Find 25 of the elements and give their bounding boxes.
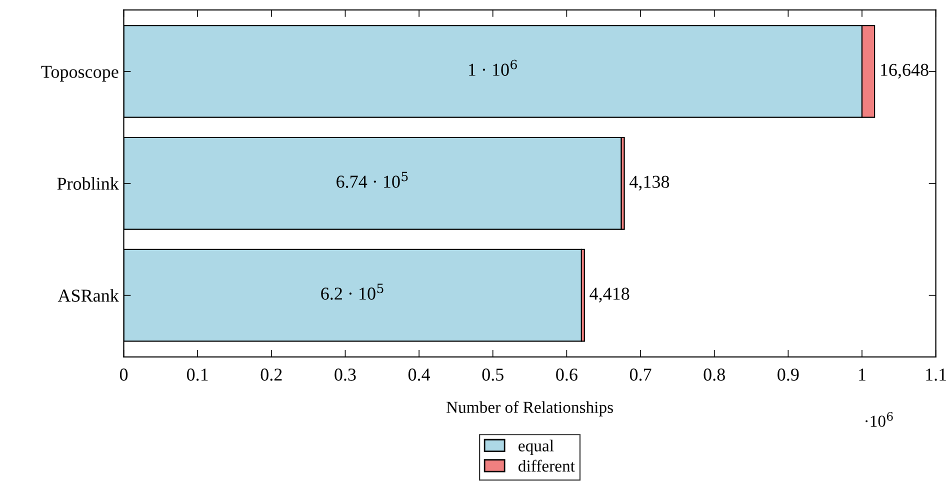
x-tick-label: 0.6 — [556, 368, 578, 381]
annotation: 4,418 — [590, 288, 630, 302]
x-tick-label: 0.3 — [334, 368, 356, 381]
legend-label: equal — [518, 440, 554, 455]
annotation: 1 · 10$^{6}$ — [469, 60, 517, 76]
annotation: 4,138 — [630, 176, 670, 191]
y-tick-label: ASRank — [58, 289, 119, 302]
annotation: 16,648 — [881, 64, 928, 79]
x-tick-label: 0.2 — [260, 368, 282, 381]
x-tick-label: 0.9 — [778, 368, 799, 381]
y-tick-label: Problink — [57, 177, 119, 190]
x-tick-label: 0.8 — [704, 368, 725, 381]
legend-label: different — [518, 460, 575, 472]
annotation: 6.2 · 10$^{5}$ — [321, 284, 384, 300]
y-tick-label: Toposcope — [41, 66, 118, 82]
x-tick-label: 0.4 — [408, 368, 430, 381]
x-tick-label: 0.7 — [630, 368, 652, 381]
x-tick-label: 0 — [120, 368, 128, 381]
x-tick-label: 1 — [859, 368, 866, 381]
x-tick-label: 0.5 — [482, 368, 504, 381]
x-axis-title: Number of Relationships — [446, 401, 613, 416]
x-tick-label: 1.1 — [926, 368, 946, 381]
text: ·10$^{6}$ — [866, 412, 893, 427]
x-tick-label: 0.1 — [186, 368, 208, 381]
annotation: 6.74 · 10$^{5}$ — [336, 172, 408, 188]
